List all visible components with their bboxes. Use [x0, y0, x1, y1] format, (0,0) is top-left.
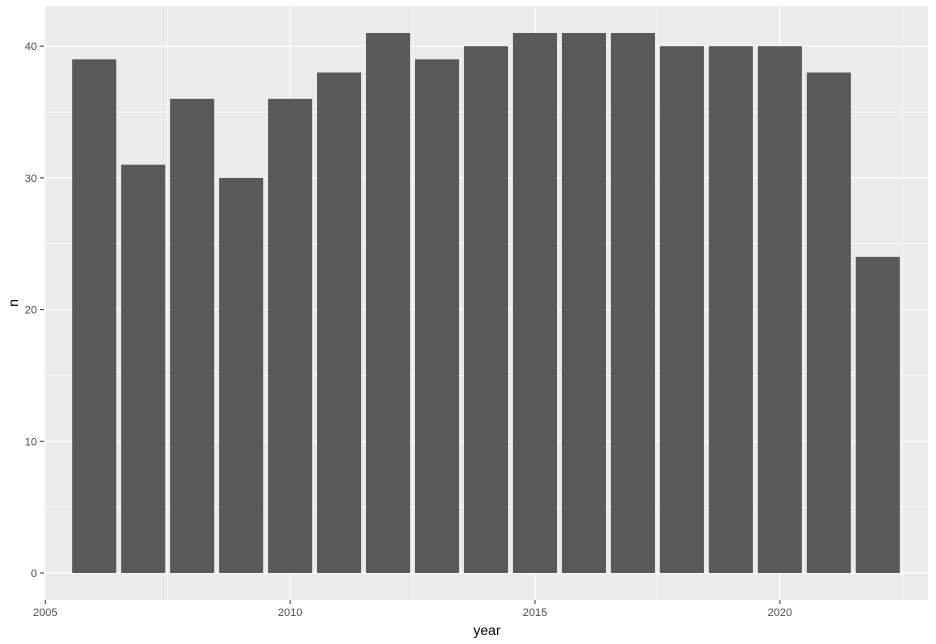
bar: [414, 59, 460, 573]
x-tick-label: 2010: [278, 607, 302, 619]
bar: [170, 98, 215, 573]
bar: [757, 46, 802, 574]
y-tick-label: 0: [31, 568, 37, 580]
bar: [268, 98, 313, 573]
y-tick-label: 20: [25, 305, 37, 317]
bar: [366, 33, 411, 573]
bar: [72, 59, 117, 573]
bar: [561, 33, 606, 573]
x-axis-title: year: [473, 622, 501, 638]
x-tick-label: 2015: [523, 607, 547, 619]
y-tick-label: 10: [25, 436, 37, 448]
bar: [806, 72, 851, 573]
bar: [708, 46, 753, 574]
bar: [855, 256, 900, 573]
bar: [121, 164, 166, 573]
bar: [659, 46, 704, 574]
y-axis-title: n: [5, 299, 21, 307]
bar: [219, 177, 264, 573]
bar: [512, 33, 558, 573]
y-axis: 0 10 20 30 40: [25, 41, 44, 580]
bar: [610, 33, 655, 573]
bar: [463, 46, 509, 574]
bar: [317, 72, 362, 573]
y-tick-label: 30: [25, 173, 37, 185]
bars: [72, 33, 900, 574]
x-tick-label: 2020: [768, 607, 792, 619]
y-tick-label: 40: [25, 41, 37, 53]
x-axis: 2005 2010 2015 2020: [33, 600, 792, 619]
x-tick-label: 2005: [33, 607, 57, 619]
